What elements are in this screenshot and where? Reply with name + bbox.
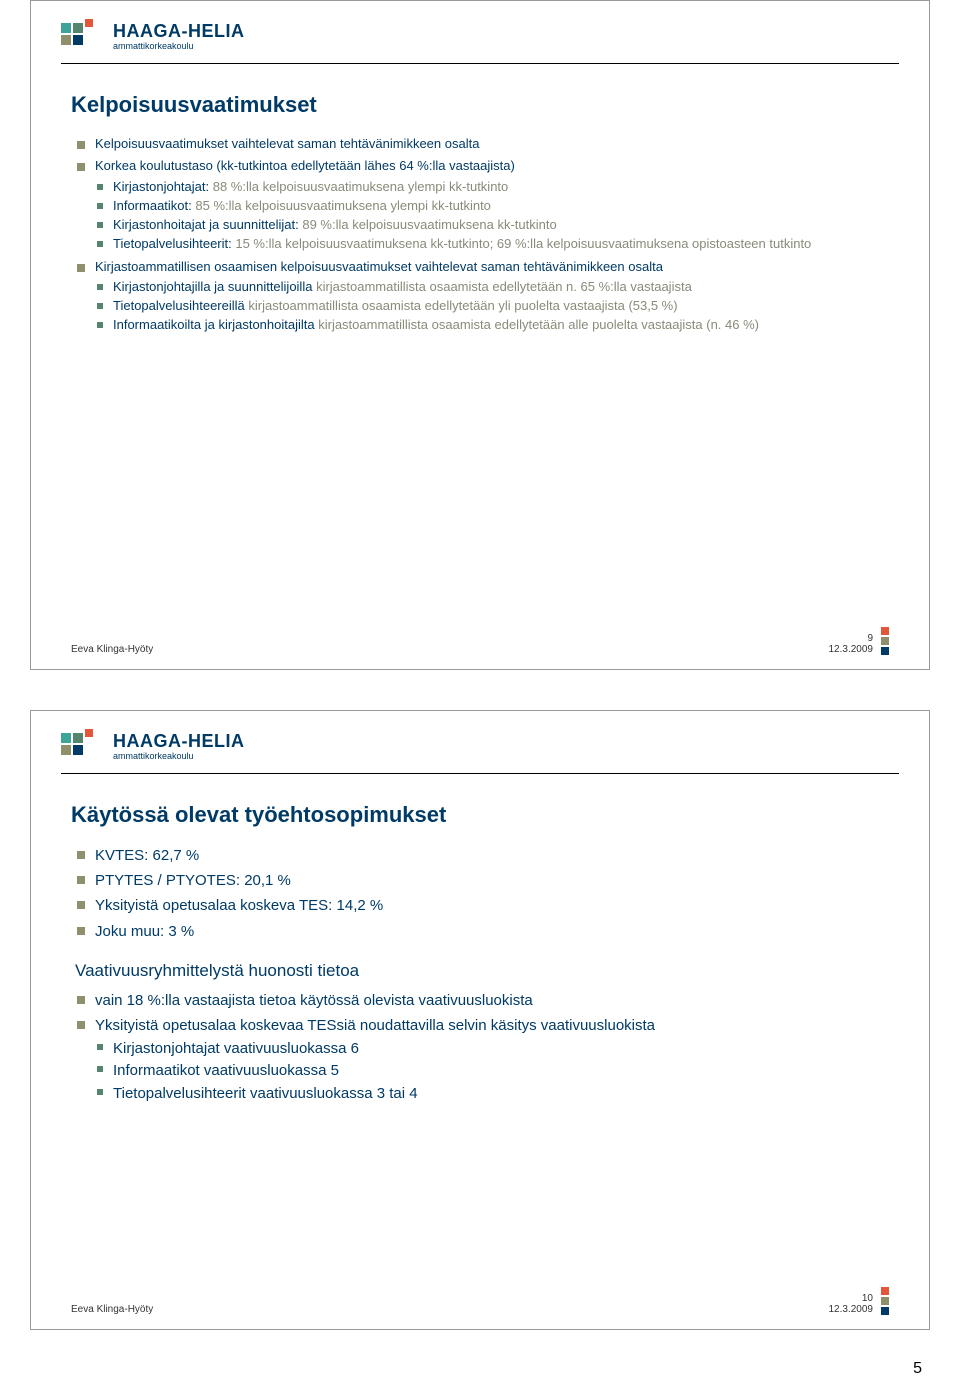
list-item: Kelpoisuusvaatimukset vaihtelevat saman … [75,136,879,152]
list-item: Tietopalvelusihteerit vaativuusluokassa … [95,1084,879,1103]
list-item: Kirjastonjohtajat: 88 %:lla kelpoisuusva… [95,179,879,195]
rest: 89 %:lla kelpoisuusvaatimuksena kk-tutki… [299,217,557,232]
bullet-text: Tietopalvelusihteerit vaativuusluokassa … [113,1085,418,1102]
lead: Informaatikot: [113,198,192,213]
list-item: Yksityistä opetusalaa koskeva TES: 14,2 … [75,896,879,915]
header-divider [61,63,899,64]
rest: 15 %:lla kelpoisuusvaatimuksena kk-tutki… [232,236,812,251]
bullet-text: Korkea koulutustaso (kk-tutkintoa edelly… [95,158,515,173]
rest: kirjastoammatillista osaamista edellytet… [312,279,691,294]
list-item: Kirjastoammatillisen osaamisen kelpoisuu… [75,259,879,334]
rest: 88 %:lla kelpoisuusvaatimuksena ylempi k… [209,179,508,194]
logo-area: HAAGA-HELIA ammattikorkeakoulu [31,711,929,769]
list-item: Kirjastonhoitajat ja suunnittelijat: 89 … [95,217,879,233]
bullet-text: Kelpoisuusvaatimukset vaihtelevat saman … [95,136,479,151]
footer-date: 12.3.2009 [829,644,874,655]
footer-marks-icon [881,627,889,655]
list-item: Kirjastonjohtajilla ja suunnittelijoilla… [95,279,879,295]
list-item: Kirjastonjohtajat vaativuusluokassa 6 [95,1039,879,1058]
footer-marks-icon [881,1287,889,1315]
slide1-content: Kelpoisuusvaatimukset vaihtelevat saman … [75,136,879,334]
lead: Kirjastonhoitajat ja suunnittelijat: [113,217,299,232]
rest: kirjastoammatillista osaamista edellytet… [245,298,678,313]
bullet-text: vain 18 %:lla vastaajista tietoa käytöss… [95,992,533,1009]
list-item: PTYTES / PTYOTES: 20,1 % [75,871,879,890]
footer-date: 12.3.2009 [829,1304,874,1315]
logo: HAAGA-HELIA ammattikorkeakoulu [61,729,929,763]
slide2-content-2: vain 18 %:lla vastaajista tietoa käytöss… [75,991,879,1103]
logo-text: HAAGA-HELIA ammattikorkeakoulu [113,22,245,51]
logo-area: HAAGA-HELIA ammattikorkeakoulu [31,1,929,59]
brand-subtitle: ammattikorkeakoulu [113,42,245,51]
list-item: Tietopalvelusihteerit: 15 %:lla kelpoisu… [95,236,879,252]
lead: Tietopalvelusihteereillä [113,298,245,313]
list-item: KVTES: 62,7 % [75,846,879,865]
brand-name: HAAGA-HELIA [113,732,245,750]
slide2-content: KVTES: 62,7 % PTYTES / PTYOTES: 20,1 % Y… [75,846,879,941]
bullet-text: Kirjastonjohtajat vaativuusluokassa 6 [113,1040,359,1057]
brand-subtitle: ammattikorkeakoulu [113,752,245,761]
lead: Kirjastonjohtajat: [113,179,209,194]
list-item: Joku muu: 3 % [75,922,879,941]
brand-name: HAAGA-HELIA [113,22,245,40]
bullet-text: Kirjastoammatillisen osaamisen kelpoisuu… [95,259,663,274]
lead: Tietopalvelusihteerit: [113,236,232,251]
bullet-text: Joku muu: 3 % [95,923,194,940]
lead: Kirjastonjohtajilla ja suunnittelijoilla [113,279,312,294]
lead: Informaatikoilta ja kirjastonhoitajilta [113,317,315,332]
footer-author: Eeva Klinga-Hyöty [71,1304,153,1315]
list-item: Informaatikot: 85 %:lla kelpoisuusvaatim… [95,198,879,214]
bullet-text: Yksityistä opetusalaa koskeva TES: 14,2 … [95,897,383,914]
page-number: 5 [913,1360,922,1378]
list-item: Korkea koulutustaso (kk-tutkintoa edelly… [75,158,879,252]
list-item: Yksityistä opetusalaa koskevaa TESsiä no… [75,1016,879,1103]
slide-number: 9 [829,633,874,644]
footer-author: Eeva Klinga-Hyöty [71,644,153,655]
slide-2: HAAGA-HELIA ammattikorkeakoulu Käytössä … [30,710,930,1330]
list-item: Informaatikoilta ja kirjastonhoitajilta … [95,317,879,333]
rest: kirjastoammatillista osaamista edellytet… [315,317,759,332]
list-item: Tietopalvelusihteereillä kirjastoammatil… [95,298,879,314]
logo: HAAGA-HELIA ammattikorkeakoulu [61,19,929,53]
logo-mark-icon [61,729,105,763]
slide1-footer: Eeva Klinga-Hyöty 9 12.3.2009 [71,627,889,655]
logo-mark-icon [61,19,105,53]
header-divider [61,773,899,774]
slide-number: 10 [829,1293,874,1304]
bullet-text: Informaatikot vaativuusluokassa 5 [113,1062,339,1079]
bullet-text: KVTES: 62,7 % [95,847,199,864]
slide-1: HAAGA-HELIA ammattikorkeakoulu Kelpoisuu… [30,0,930,670]
slide1-title: Kelpoisuusvaatimukset [71,92,929,118]
bullet-text: PTYTES / PTYOTES: 20,1 % [95,872,291,889]
list-item: vain 18 %:lla vastaajista tietoa käytöss… [75,991,879,1010]
slide2-subhead: Vaativuusryhmittelystä huonosti tietoa [75,961,929,981]
list-item: Informaatikot vaativuusluokassa 5 [95,1061,879,1080]
bullet-text: Yksityistä opetusalaa koskevaa TESsiä no… [95,1017,655,1034]
rest: 85 %:lla kelpoisuusvaatimuksena ylempi k… [192,198,491,213]
slide2-title: Käytössä olevat työehtosopimukset [71,802,929,828]
logo-text: HAAGA-HELIA ammattikorkeakoulu [113,732,245,761]
slide2-footer: Eeva Klinga-Hyöty 10 12.3.2009 [71,1287,889,1315]
